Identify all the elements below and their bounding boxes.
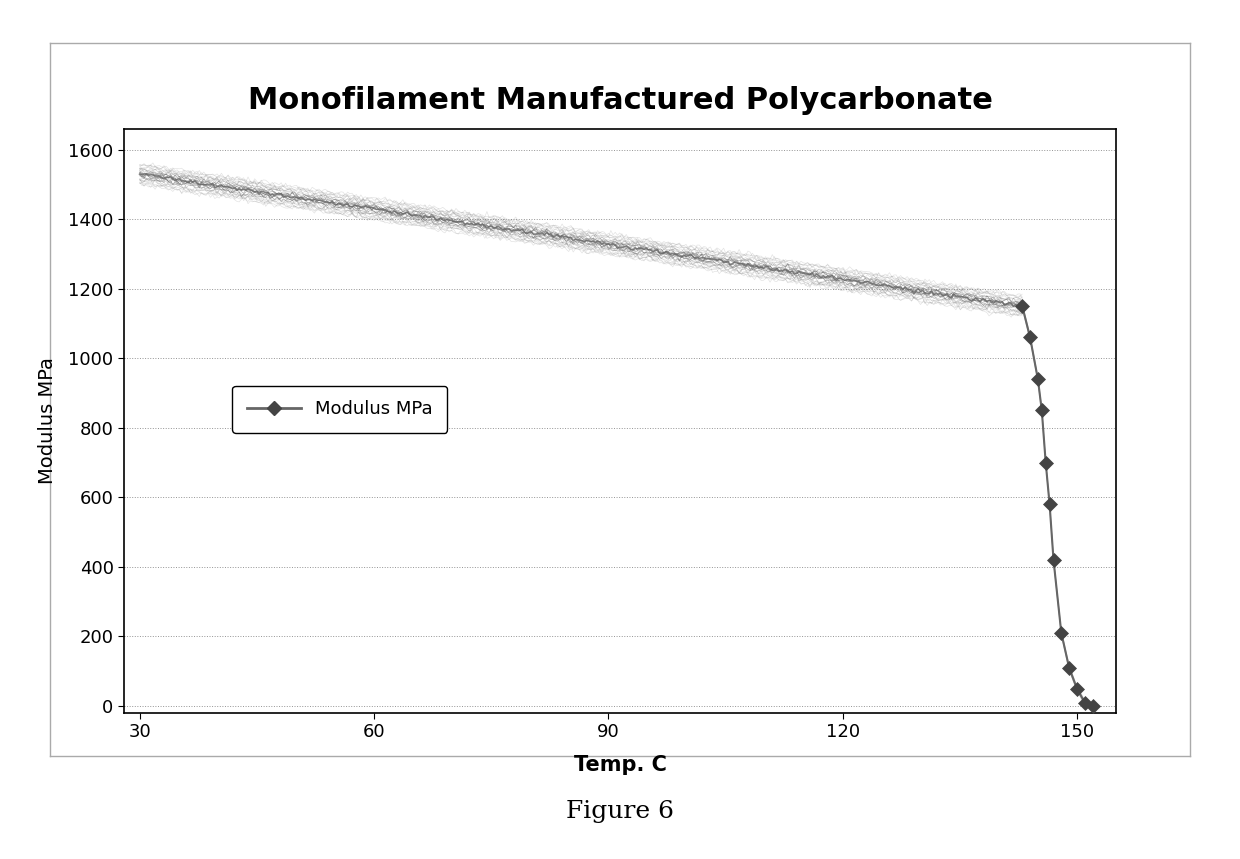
X-axis label: Temp. C: Temp. C [574,755,666,776]
Y-axis label: Modulus MPa: Modulus MPa [38,357,57,484]
Title: Monofilament Manufactured Polycarbonate: Monofilament Manufactured Polycarbonate [248,87,992,115]
Text: Figure 6: Figure 6 [565,801,675,823]
Legend: Modulus MPa: Modulus MPa [232,386,448,433]
